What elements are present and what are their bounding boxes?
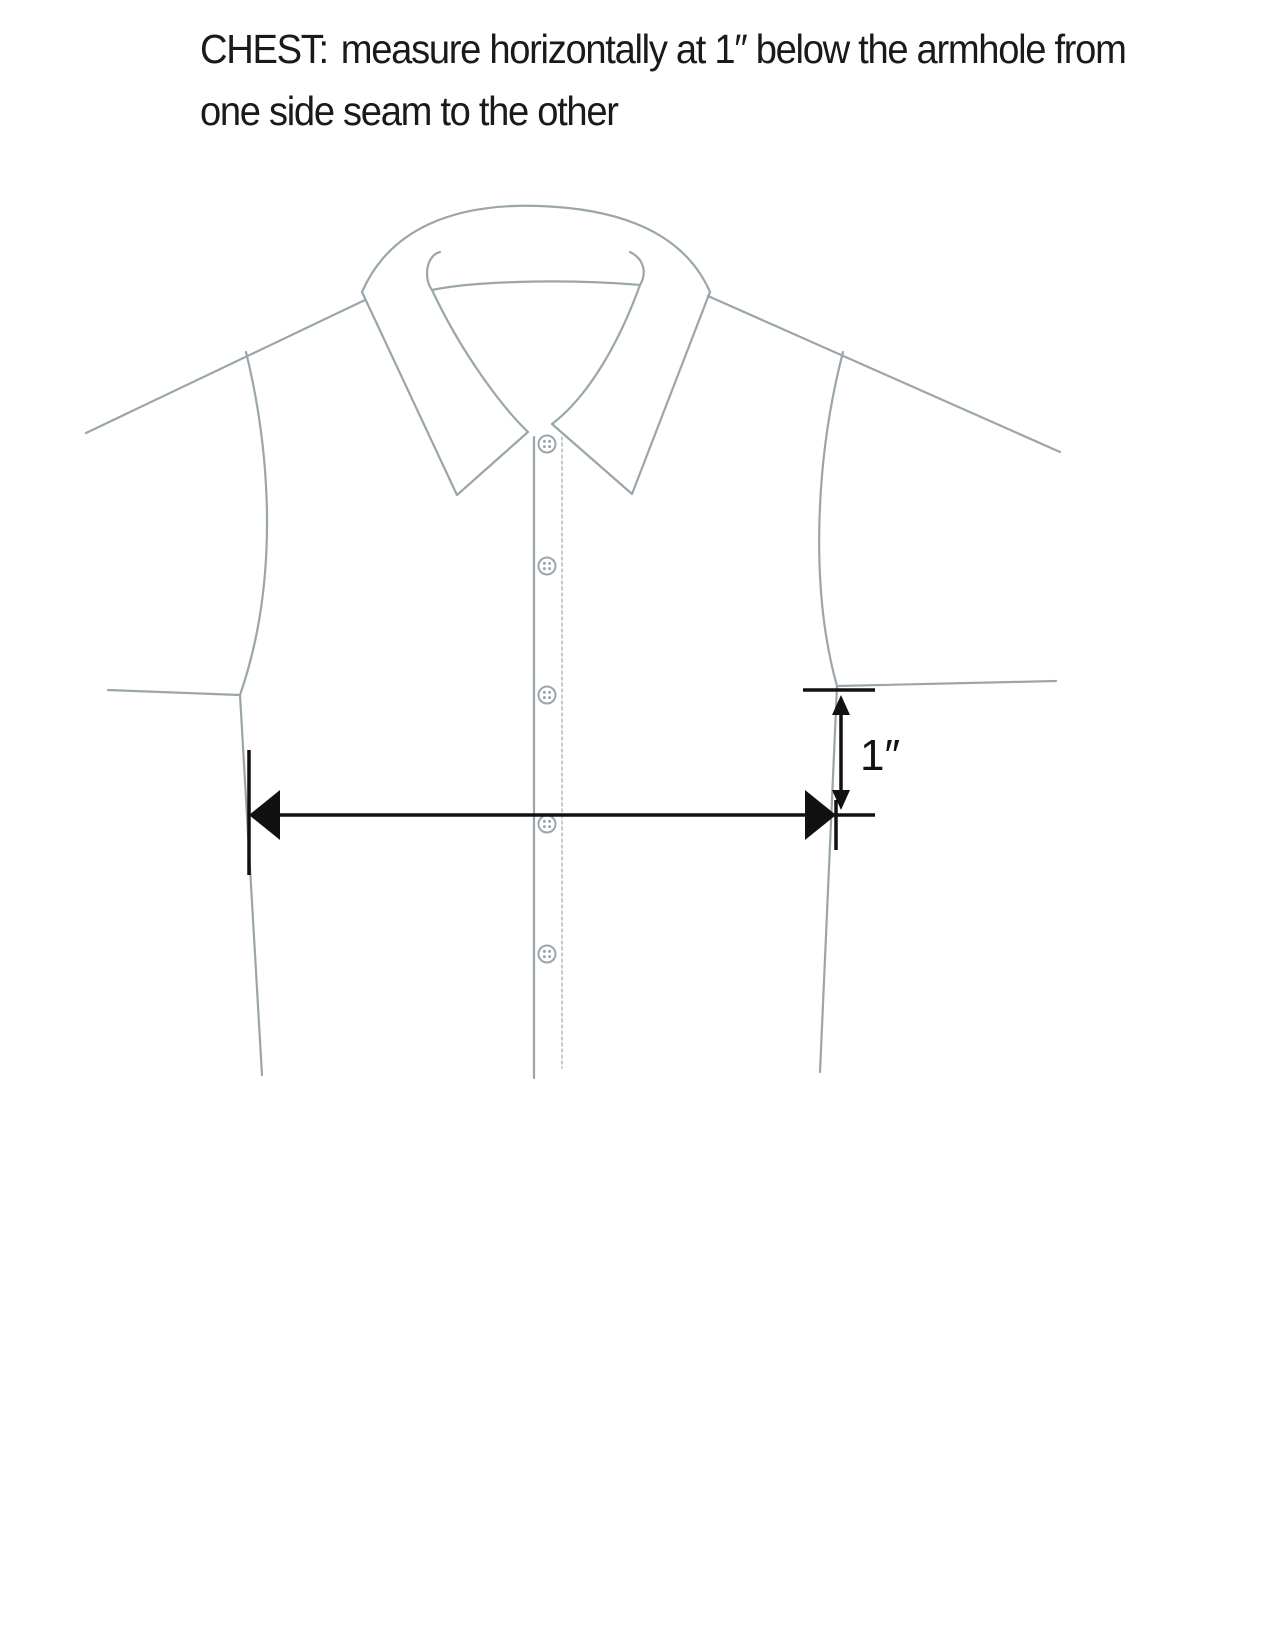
placket-buttons <box>537 434 557 964</box>
left-armhole <box>238 350 269 697</box>
shirt-outline <box>84 204 1062 1080</box>
left-sleeve-hem <box>106 688 242 697</box>
collar-outer <box>360 204 712 294</box>
left-side-seam <box>238 693 264 1077</box>
chest-right-arrowhead <box>805 790 836 840</box>
measurement-instruction: CHEST: measure horizontally at 1″ below t… <box>200 18 1130 142</box>
shirt-button <box>537 434 557 454</box>
offset-arrow-bottom <box>832 790 850 810</box>
shirt-button <box>537 944 557 964</box>
left-shoulder-seam <box>84 298 367 435</box>
offset-arrow-top <box>832 695 850 715</box>
measurement-name: CHEST: <box>200 26 329 72</box>
right-sleeve-hem <box>835 679 1058 688</box>
measurement-description: measure horizontally at 1″ below the arm… <box>200 26 1127 134</box>
chest-left-arrowhead <box>249 790 280 840</box>
shirt-button <box>537 814 557 834</box>
collar-left-point <box>360 290 530 497</box>
right-shoulder-seam <box>706 294 1062 454</box>
offset-label: 1″ <box>860 731 900 780</box>
collar-right-point <box>550 290 712 496</box>
collar-stand-right <box>550 283 642 426</box>
shirt-button <box>537 685 557 705</box>
right-armhole <box>818 350 845 688</box>
shirt-button <box>537 556 557 576</box>
collar-band-inner <box>425 250 645 292</box>
collar-stand-left <box>430 288 530 434</box>
chest-measurement <box>247 688 875 875</box>
right-side-seam <box>818 684 839 1074</box>
